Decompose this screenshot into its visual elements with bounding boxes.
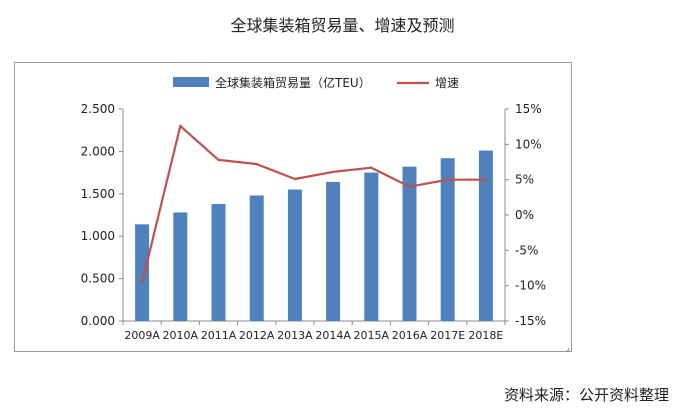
x-tick-label: 2014A [315, 329, 351, 342]
legend-bar-label: 全球集装箱贸易量（亿TEU） [215, 75, 371, 90]
combo-chart: 0.000 0.500 1.000 1.500 2.000 2.500 -15% -10% -5… [81, 75, 546, 342]
right-tick-label: 5% [515, 173, 534, 187]
growth-line [141, 124, 486, 284]
x-tick-label: 2010A [163, 329, 199, 342]
x-tick-label: 2016A [392, 329, 428, 342]
x-tick-label: 2011A [201, 329, 237, 342]
left-tick-label: 0.000 [81, 314, 115, 328]
bar [440, 158, 455, 321]
right-tick-label: -5% [515, 243, 538, 257]
growth-point [293, 177, 297, 181]
left-tick-label: 2.500 [81, 102, 115, 116]
x-tick-label: 2012A [239, 329, 275, 342]
resize-handle-mark: ⌟ [566, 343, 570, 352]
left-tick-label: 2.000 [81, 144, 115, 158]
source-note: 资料来源：公开资料整理 [503, 386, 669, 404]
growth-point [179, 124, 182, 128]
growth-point [140, 281, 144, 285]
bar [135, 224, 150, 321]
bar [402, 166, 417, 321]
page-title: 全球集装箱贸易量、增速及预测 [230, 16, 455, 35]
right-tick-label: 15% [515, 102, 542, 116]
left-tick-label: 1.500 [81, 187, 115, 201]
growth-point [370, 166, 373, 169]
growth-point [255, 162, 258, 166]
bar [249, 195, 264, 321]
chart-frame: 0.000 0.500 1.000 1.500 2.000 2.500 -15% -10% -5… [14, 62, 572, 352]
right-tick-label: 0% [515, 208, 534, 222]
x-tick-label: 2015A [354, 329, 390, 342]
right-tick-label: -15% [515, 314, 546, 328]
right-tick-label: -10% [515, 279, 546, 293]
x-tick-label: 2009A [124, 329, 160, 342]
growth-point [446, 178, 449, 181]
bar [173, 212, 188, 321]
bar [478, 150, 493, 321]
x-tick-label: 2018E [468, 329, 503, 342]
legend-line-label: 增速 [435, 76, 459, 90]
growth-point [331, 170, 335, 174]
bar [211, 203, 226, 321]
bar [326, 181, 341, 321]
bar [364, 172, 379, 321]
growth-point [408, 185, 411, 188]
left-tick-label: 0.500 [81, 272, 115, 286]
legend-bar-swatch [173, 77, 209, 87]
left-tick-label: 1.000 [81, 229, 115, 243]
bar [287, 189, 302, 321]
growth-point [484, 178, 488, 181]
x-tick-label: 2013A [277, 329, 313, 342]
growth-point [217, 158, 220, 162]
right-tick-label: 10% [515, 137, 542, 151]
x-tick-label: 2017E [430, 329, 465, 342]
